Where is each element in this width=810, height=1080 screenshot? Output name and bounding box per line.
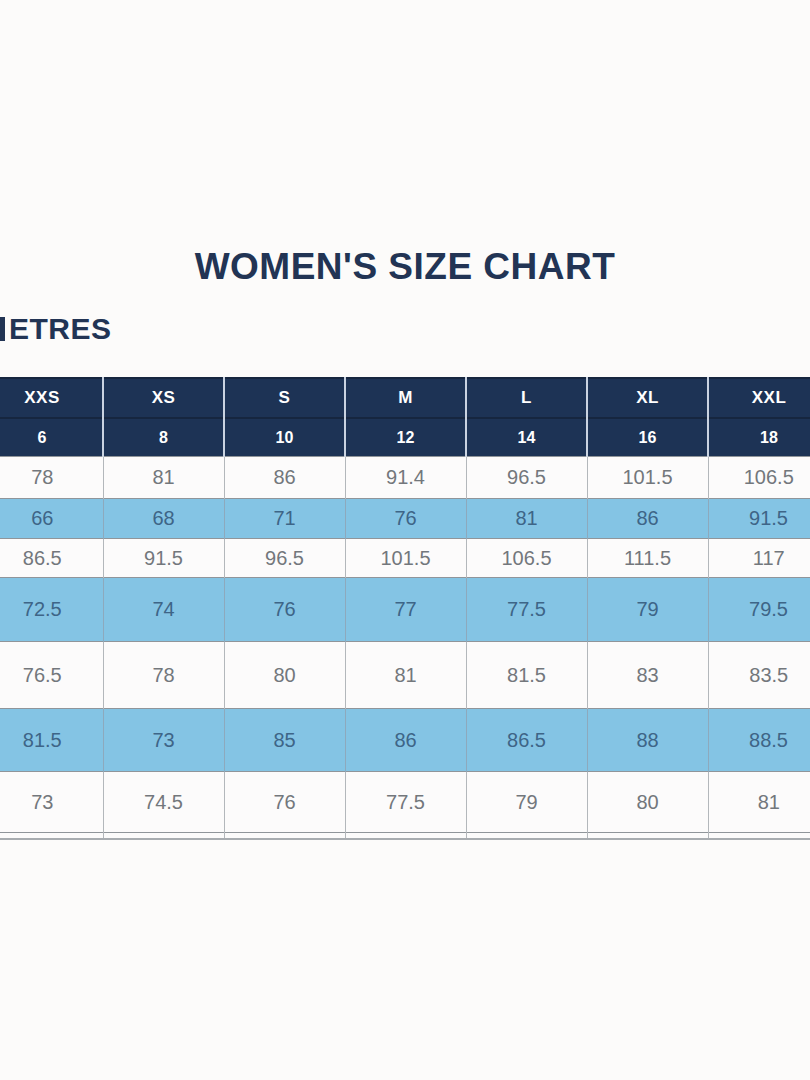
- numeric-size-cell: 16: [587, 418, 708, 457]
- numeric-size-cell: 18: [708, 418, 810, 457]
- size-label-cell: S: [224, 378, 345, 418]
- measurement-cell: 68: [103, 499, 224, 539]
- size-label-cell: XS: [103, 378, 224, 418]
- table-bottom-edge-cell: [345, 833, 466, 840]
- measurement-cell: 81: [103, 457, 224, 499]
- measurement-cell: 91.5: [103, 539, 224, 578]
- numeric-size-cell: 14: [466, 418, 587, 457]
- table-bottom-edge-cell: [587, 833, 708, 840]
- table-bottom-edge-cell: [103, 833, 224, 840]
- measurement-cell: 74: [103, 578, 224, 642]
- size-table-body: 78818691.496.5101.5106.566687176818691.5…: [0, 457, 810, 840]
- measurement-row: 78818691.496.5101.5106.5: [0, 457, 810, 499]
- measurement-cell: 73: [0, 772, 103, 833]
- size-label-cell: M: [345, 378, 466, 418]
- table-bottom-edge-cell: [0, 833, 103, 840]
- measurement-cell: 88.5: [708, 709, 810, 772]
- numeric-size-row: 681012141618: [0, 418, 810, 457]
- measurement-cell: 91.4: [345, 457, 466, 499]
- measurement-cell: 78: [103, 642, 224, 709]
- measurement-cell: 81.5: [0, 709, 103, 772]
- measurement-cell: 106.5: [708, 457, 810, 499]
- measurement-cell: 73: [103, 709, 224, 772]
- table-bottom-edge-cell: [708, 833, 810, 840]
- measurement-cell: 76: [224, 578, 345, 642]
- measurement-cell: 101.5: [345, 539, 466, 578]
- measurement-cell: 79: [587, 578, 708, 642]
- measurement-cell: 74.5: [103, 772, 224, 833]
- measurement-row: 66687176818691.5: [0, 499, 810, 539]
- measurement-cell: 76: [224, 772, 345, 833]
- measurement-cell: 80: [224, 642, 345, 709]
- size-label-cell: XL: [587, 378, 708, 418]
- table-bottom-edge: [0, 833, 810, 840]
- measurement-cell: 79: [466, 772, 587, 833]
- size-table-header: XXSXSSMLXLXXL681012141618: [0, 378, 810, 457]
- measurement-cell: 106.5: [466, 539, 587, 578]
- measurement-cell: 101.5: [587, 457, 708, 499]
- numeric-size-cell: 6: [0, 418, 103, 457]
- measurement-cell: 88: [587, 709, 708, 772]
- numeric-size-cell: 8: [103, 418, 224, 457]
- size-label-cell: L: [466, 378, 587, 418]
- measurement-cell: 83: [587, 642, 708, 709]
- measurement-cell: 86: [224, 457, 345, 499]
- measurement-row: 81.573858686.58888.5: [0, 709, 810, 772]
- measurement-row: 7374.57677.5798081: [0, 772, 810, 833]
- measurement-row: 86.591.596.5101.5106.5111.5117: [0, 539, 810, 578]
- measurement-cell: 66: [0, 499, 103, 539]
- cut-letter-fragment: [0, 317, 5, 341]
- measurement-cell: 77.5: [345, 772, 466, 833]
- measurement-cell: 86.5: [466, 709, 587, 772]
- measurement-cell: 81: [345, 642, 466, 709]
- size-label-cell: XXL: [708, 378, 810, 418]
- measurement-cell: 96.5: [466, 457, 587, 499]
- size-label-row: XXSXSSMLXLXXL: [0, 378, 810, 418]
- measurement-cell: 71: [224, 499, 345, 539]
- measurement-cell: 111.5: [587, 539, 708, 578]
- measurement-cell: 81: [708, 772, 810, 833]
- measurement-row: 76.578808181.58383.5: [0, 642, 810, 709]
- measurement-cell: 79.5: [708, 578, 810, 642]
- measurement-cell: 81.5: [466, 642, 587, 709]
- unit-label-text: ETRES: [9, 312, 112, 346]
- measurement-cell: 77.5: [466, 578, 587, 642]
- measurement-cell: 96.5: [224, 539, 345, 578]
- measurement-cell: 80: [587, 772, 708, 833]
- measurement-cell: 77: [345, 578, 466, 642]
- measurement-cell: 83.5: [708, 642, 810, 709]
- measurement-cell: 86: [587, 499, 708, 539]
- page-title: WOMEN'S SIZE CHART: [0, 246, 810, 288]
- measurement-cell: 76: [345, 499, 466, 539]
- womens-size-table: XXSXSSMLXLXXL681012141618 78818691.496.5…: [0, 377, 810, 840]
- table-bottom-edge-cell: [466, 833, 587, 840]
- size-label-cell: XXS: [0, 378, 103, 418]
- measurement-cell: 72.5: [0, 578, 103, 642]
- measurement-cell: 86.5: [0, 539, 103, 578]
- measurement-cell: 81: [466, 499, 587, 539]
- numeric-size-cell: 10: [224, 418, 345, 457]
- measurement-cell: 85: [224, 709, 345, 772]
- measurement-cell: 78: [0, 457, 103, 499]
- measurement-cell: 86: [345, 709, 466, 772]
- measurement-cell: 91.5: [708, 499, 810, 539]
- numeric-size-cell: 12: [345, 418, 466, 457]
- measurement-cell: 76.5: [0, 642, 103, 709]
- measurement-row: 72.574767777.57979.5: [0, 578, 810, 642]
- table-bottom-edge-cell: [224, 833, 345, 840]
- measurement-cell: 117: [708, 539, 810, 578]
- unit-label: ETRES: [0, 312, 112, 346]
